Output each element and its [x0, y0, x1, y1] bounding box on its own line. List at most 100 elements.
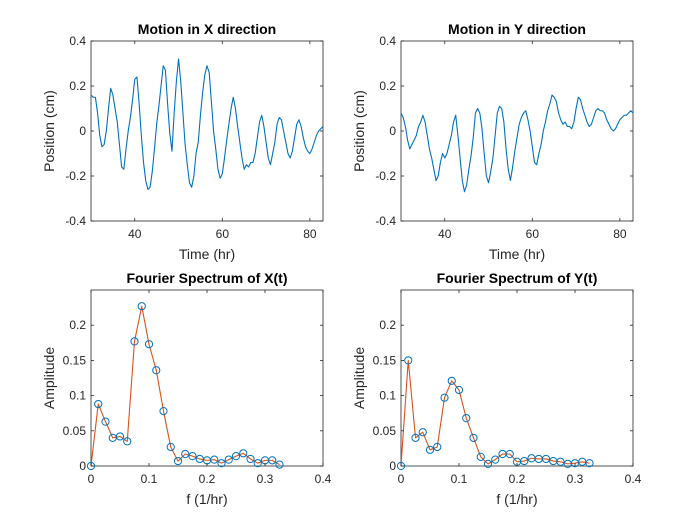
x-motion-series-line — [90, 58, 324, 191]
y-spectrum-data-point — [505, 449, 514, 459]
x-motion-chart: 40 60 80 -0.4 -0.2 0 0.2 0.4 Motion in X directi… — [41, 21, 324, 262]
x-spectrum-data-point — [166, 442, 175, 452]
x-spectrum-y-tick-label: 0.05 — [63, 424, 87, 438]
y-spectrum-series-line — [400, 359, 590, 467]
x-motion-y-tick-label: -0.4 — [65, 214, 86, 228]
x-motion-y-tick-label: 0.2 — [69, 79, 86, 93]
x-spectrum-x-tick-label: 0.1 — [141, 472, 158, 486]
x-motion-y-tick-label: 0 — [79, 124, 86, 138]
y-motion-y-tick-label: -0.4 — [375, 214, 396, 228]
y-motion-axes-box — [400, 40, 634, 222]
x-spectrum-data-point — [275, 460, 284, 469]
y-spectrum-data-point — [541, 454, 551, 464]
y-motion-x-tick-label: 60 — [526, 227, 540, 241]
y-spectrum-data-point — [462, 414, 471, 423]
y-spectrum-y-tick-label: 0.1 — [379, 389, 396, 403]
x-spectrum-data-point — [94, 399, 103, 409]
y-spectrum-x-tick-label: 0.1 — [451, 472, 468, 486]
y-spectrum-data-point — [447, 376, 456, 385]
x-motion-axes-box — [90, 40, 324, 222]
x-spectrum-data-point — [224, 455, 233, 464]
x-spectrum-data-point — [159, 406, 168, 416]
x-spectrum-data-point — [115, 432, 125, 441]
y-spectrum-y-tick-label: 0.2 — [379, 318, 396, 332]
x-spectrum-data-point — [239, 449, 248, 458]
y-spectrum-data-point — [491, 455, 500, 464]
y-motion-y-axis-label: Position (cm) — [351, 90, 367, 172]
x-motion-x-axis-label: Time (hr) — [179, 246, 235, 262]
x-spectrum-y-tick-label: 0 — [79, 459, 86, 473]
x-motion-title: Motion in X direction — [138, 21, 276, 37]
x-spectrum-data-point — [152, 366, 161, 375]
x-spectrum-data-point — [173, 456, 183, 466]
y-spectrum-data-point — [418, 428, 427, 437]
x-spectrum-x-tick-label: 0.4 — [315, 472, 332, 486]
y-spectrum-y-tick-label: 0.15 — [373, 353, 397, 367]
x-spectrum-x-tick-label: 0.3 — [257, 472, 274, 486]
y-motion-title: Motion in Y direction — [448, 21, 586, 37]
x-spectrum-data-point — [86, 461, 96, 471]
x-motion-y-tick-label: -0.2 — [65, 169, 86, 183]
y-spectrum-data-point — [411, 433, 420, 442]
x-spectrum-x-axis-label: f (1/hr) — [186, 491, 227, 507]
x-motion-y-tick-label: 0.4 — [69, 34, 86, 48]
x-spectrum-y-tick-label: 0.15 — [63, 353, 87, 367]
y-spectrum-data-point — [520, 456, 529, 466]
x-spectrum-y-axis-label: Amplitude — [41, 347, 57, 409]
x-spectrum-data-point — [130, 337, 139, 346]
x-spectrum-x-tick-label: 0 — [88, 472, 95, 486]
x-spectrum-data-point — [217, 459, 226, 468]
x-motion-y-axis-label: Position (cm) — [41, 90, 57, 172]
y-spectrum-data-point — [454, 385, 464, 395]
x-spectrum-data-point — [246, 454, 255, 464]
x-spectrum-series-line — [90, 305, 280, 467]
y-spectrum-data-point — [476, 452, 485, 461]
x-spectrum-data-point — [188, 452, 197, 461]
y-motion-x-axis-label: Time (hr) — [489, 246, 545, 262]
y-motion-series-line — [400, 94, 634, 193]
y-spectrum-axes-box — [400, 289, 634, 467]
x-spectrum-axes-box — [90, 289, 324, 467]
y-motion-y-tick-label: 0.2 — [379, 79, 396, 93]
y-spectrum-data-point — [396, 461, 406, 471]
x-spectrum-data-point — [210, 455, 219, 464]
y-spectrum-data-point — [404, 356, 413, 365]
x-spectrum-data-point — [101, 417, 110, 426]
x-spectrum-y-tick-label: 0.1 — [69, 389, 86, 403]
y-motion-chart: 40 60 80 -0.4 -0.2 0 0.2 0.4 Motion in Y directi… — [351, 21, 634, 262]
y-spectrum-data-point — [483, 459, 493, 468]
x-spectrum-x-tick-label: 0.2 — [199, 472, 216, 486]
y-spectrum-x-tick-label: 0.4 — [625, 472, 642, 486]
x-spectrum-data-point — [144, 340, 154, 349]
y-spectrum-y-tick-label: 0.05 — [373, 424, 397, 438]
y-spectrum-data-point — [469, 433, 478, 442]
x-spectrum-y-tick-label: 0.2 — [69, 318, 86, 332]
y-spectrum-data-point — [556, 457, 565, 466]
x-spectrum-data-point — [137, 302, 146, 311]
x-spectrum-title: Fourier Spectrum of X(t) — [126, 270, 287, 286]
y-spectrum-title: Fourier Spectrum of Y(t) — [437, 270, 598, 286]
x-spectrum-data-point — [268, 456, 277, 465]
x-motion-x-tick-label: 40 — [128, 227, 142, 241]
y-spectrum-data-point — [440, 393, 449, 402]
x-spectrum-chart: 0 0.1 0.2 0.3 0.4 0 0.05 0.1 0.15 0.2 Fourier Spec… — [41, 270, 332, 507]
y-spectrum-x-tick-label: 0.3 — [567, 472, 584, 486]
x-motion-x-tick-label: 80 — [303, 227, 317, 241]
x-spectrum-data-point — [181, 449, 190, 459]
x-spectrum-data-point — [253, 459, 262, 468]
y-motion-x-tick-label: 80 — [613, 227, 627, 241]
y-spectrum-chart: 0 0.1 0.2 0.3 0.4 0 0.05 0.1 0.15 0.2 Fourier Spec… — [351, 270, 642, 507]
y-spectrum-data-point — [425, 445, 435, 454]
y-spectrum-data-point — [585, 459, 594, 468]
y-motion-y-tick-label: -0.2 — [375, 169, 396, 183]
x-spectrum-data-point — [231, 452, 241, 461]
y-spectrum-y-axis-label: Amplitude — [351, 347, 367, 409]
y-spectrum-y-tick-label: 0 — [389, 459, 396, 473]
y-spectrum-data-point — [433, 442, 442, 452]
y-spectrum-x-tick-label: 0.2 — [509, 472, 526, 486]
y-motion-y-tick-label: 0.4 — [379, 34, 396, 48]
y-spectrum-x-axis-label: f (1/hr) — [496, 491, 537, 507]
y-motion-x-tick-label: 40 — [438, 227, 452, 241]
y-spectrum-x-tick-label: 0 — [398, 472, 405, 486]
